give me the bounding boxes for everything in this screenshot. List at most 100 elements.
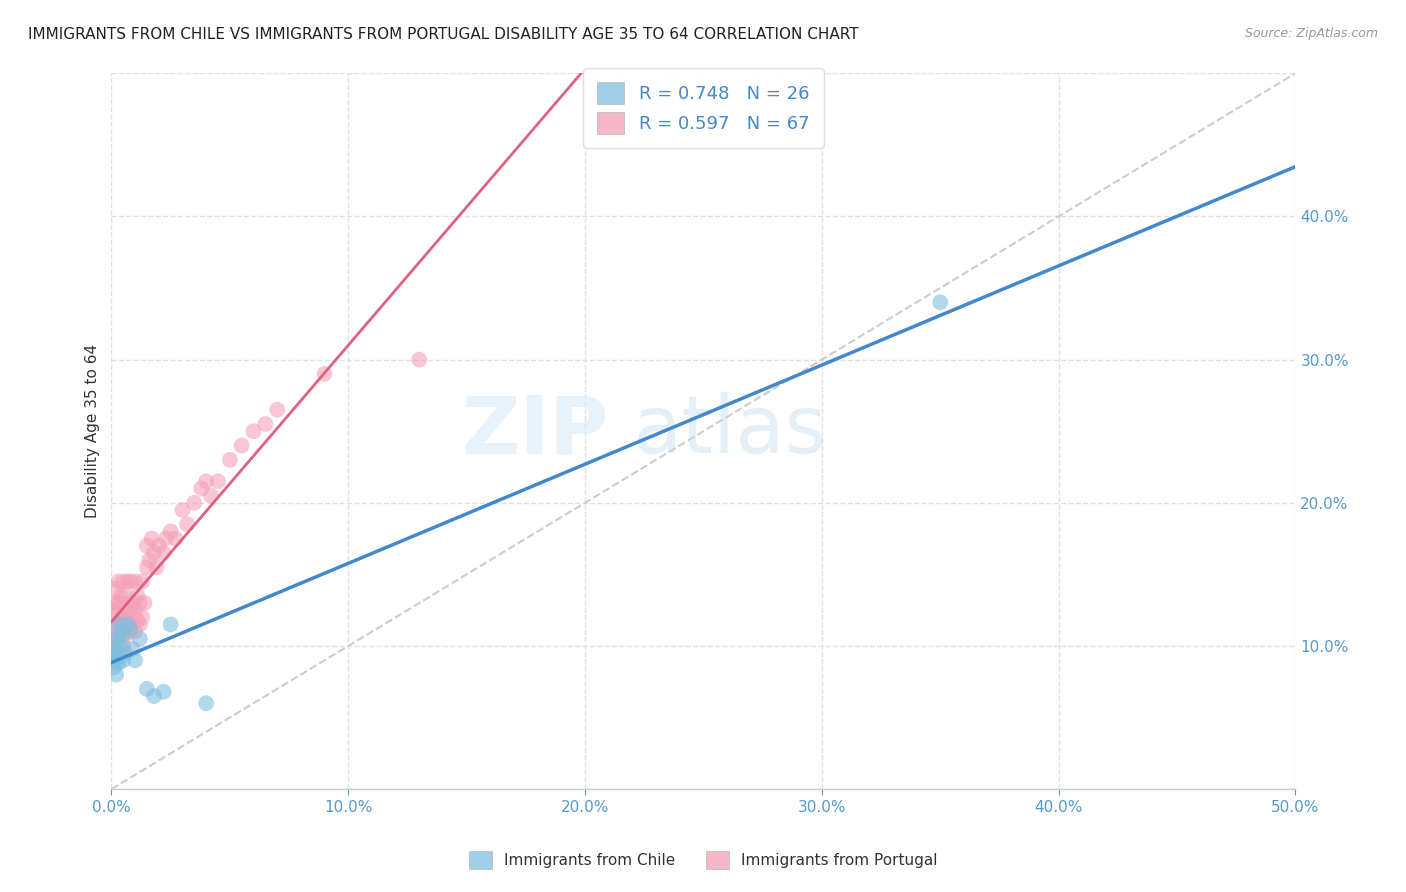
Point — [117, 603, 139, 617]
Point — [103, 603, 125, 617]
Point — [103, 617, 125, 632]
Point — [112, 574, 135, 589]
Point — [200, 489, 222, 503]
Point — [103, 660, 125, 674]
Point — [112, 596, 135, 610]
Point — [121, 617, 143, 632]
Point — [136, 560, 159, 574]
Legend: Immigrants from Chile, Immigrants from Portugal: Immigrants from Chile, Immigrants from P… — [463, 845, 943, 875]
Point — [120, 622, 142, 636]
Point — [195, 475, 218, 489]
Point — [242, 424, 264, 438]
Point — [183, 496, 205, 510]
Point — [134, 596, 156, 610]
Point — [218, 452, 240, 467]
Point — [136, 539, 159, 553]
Point — [124, 574, 146, 589]
Point — [131, 610, 153, 624]
Point — [105, 603, 128, 617]
Point — [104, 596, 127, 610]
Point — [114, 646, 136, 660]
Point — [117, 617, 139, 632]
Point — [112, 653, 135, 667]
Point — [190, 482, 212, 496]
Text: Source: ZipAtlas.com: Source: ZipAtlas.com — [1244, 27, 1378, 40]
Point — [105, 632, 128, 646]
Point — [110, 624, 132, 639]
Text: atlas: atlas — [633, 392, 827, 470]
Point — [121, 596, 143, 610]
Point — [138, 553, 160, 567]
Point — [136, 681, 159, 696]
Point — [104, 653, 127, 667]
Point — [117, 617, 139, 632]
Point — [112, 627, 135, 641]
Point — [124, 624, 146, 639]
Point — [165, 532, 187, 546]
Text: IMMIGRANTS FROM CHILE VS IMMIGRANTS FROM PORTUGAL DISABILITY AGE 35 TO 64 CORREL: IMMIGRANTS FROM CHILE VS IMMIGRANTS FROM… — [28, 27, 859, 42]
Point — [105, 646, 128, 660]
Text: ZIP: ZIP — [461, 392, 609, 470]
Point — [176, 517, 198, 532]
Point — [114, 610, 136, 624]
Point — [207, 475, 229, 489]
Point — [231, 438, 253, 452]
Point — [172, 503, 194, 517]
Point — [110, 617, 132, 632]
Point — [105, 667, 128, 681]
Point — [152, 546, 174, 560]
Point — [114, 627, 136, 641]
Point — [254, 417, 277, 431]
Point — [124, 653, 146, 667]
Point — [128, 617, 150, 632]
Point — [107, 656, 129, 670]
Point — [314, 367, 336, 381]
Point — [104, 646, 127, 660]
Point — [408, 352, 430, 367]
Point — [155, 532, 177, 546]
Y-axis label: Disability Age 35 to 64: Disability Age 35 to 64 — [86, 344, 100, 518]
Point — [127, 613, 149, 627]
Point — [107, 596, 129, 610]
Point — [141, 532, 163, 546]
Point — [120, 603, 142, 617]
Point — [152, 685, 174, 699]
Point — [143, 546, 166, 560]
Point — [143, 689, 166, 703]
Point — [112, 639, 135, 653]
Point — [107, 617, 129, 632]
Point — [105, 582, 128, 596]
Point — [107, 632, 129, 646]
Point — [120, 624, 142, 639]
Point — [929, 295, 952, 310]
Point — [120, 574, 142, 589]
Point — [105, 617, 128, 632]
Point — [110, 589, 132, 603]
Point — [103, 639, 125, 653]
Point — [145, 560, 167, 574]
Point — [107, 574, 129, 589]
Point — [107, 639, 129, 653]
Point — [107, 650, 129, 665]
Point — [266, 402, 288, 417]
Point — [101, 632, 124, 646]
Point — [112, 613, 135, 627]
Point — [110, 610, 132, 624]
Point — [114, 589, 136, 603]
Point — [103, 639, 125, 653]
Point — [101, 646, 124, 660]
Point — [148, 539, 170, 553]
Point — [159, 617, 181, 632]
Point — [124, 603, 146, 617]
Point — [128, 596, 150, 610]
Point — [127, 589, 149, 603]
Point — [128, 632, 150, 646]
Legend: R = 0.748   N = 26, R = 0.597   N = 67: R = 0.748 N = 26, R = 0.597 N = 67 — [583, 68, 824, 148]
Point — [131, 574, 153, 589]
Point — [110, 639, 132, 653]
Point — [159, 524, 181, 539]
Point — [117, 574, 139, 589]
Point — [105, 624, 128, 639]
Point — [195, 696, 218, 710]
Point — [121, 641, 143, 656]
